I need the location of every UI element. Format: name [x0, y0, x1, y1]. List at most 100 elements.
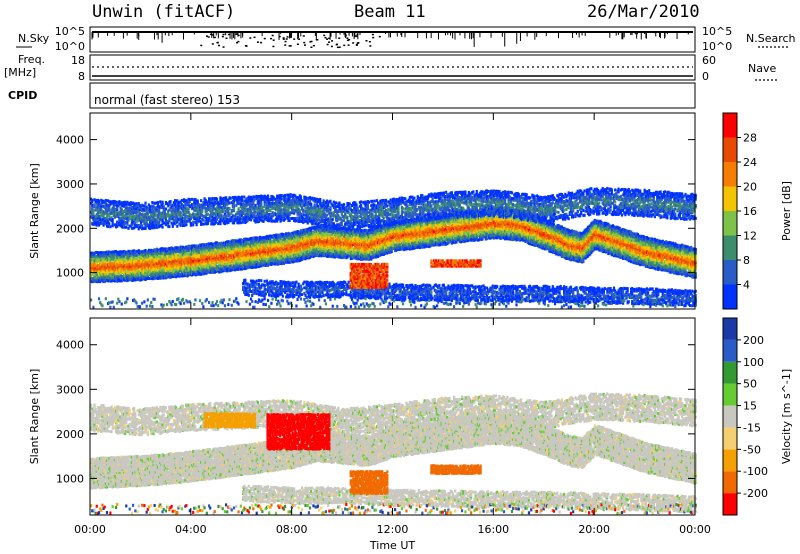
range-cell [205, 253, 208, 257]
near-cell [204, 299, 207, 303]
near-cell [281, 299, 284, 303]
range-cell [206, 252, 210, 256]
range-cell [179, 245, 182, 249]
range-cell [119, 267, 122, 271]
range-cell [146, 254, 149, 258]
range-cell [153, 252, 156, 256]
near-cell [100, 302, 103, 306]
range-cell [211, 208, 214, 212]
range-cell [197, 265, 200, 269]
range-cell [102, 267, 105, 271]
range-cell [206, 259, 210, 263]
range-cell [133, 269, 136, 273]
range-cell [118, 220, 121, 224]
range-cell [135, 266, 138, 270]
range-cell [204, 198, 207, 202]
range-cell [202, 249, 205, 253]
range-cell [200, 243, 203, 247]
range-cell [125, 263, 128, 267]
range-cell [214, 263, 217, 267]
range-cell [100, 253, 103, 257]
near-cell [126, 297, 129, 301]
range-cell [146, 213, 149, 217]
range-cell [135, 271, 138, 275]
range-cell [160, 203, 163, 207]
range-cell [169, 272, 172, 276]
range-cell [113, 279, 117, 283]
range-cell [180, 217, 183, 221]
range-cell [297, 282, 300, 286]
range-cell [305, 295, 308, 299]
range-cell [135, 275, 138, 279]
range-cell [201, 263, 204, 267]
range-cell [178, 251, 181, 255]
range-cell [126, 270, 129, 274]
range-cell [185, 268, 188, 272]
range-cell [204, 202, 207, 206]
range-cell [127, 257, 130, 261]
range-cell [202, 247, 205, 251]
range-cell [195, 244, 198, 248]
range-cell [161, 200, 164, 204]
range-cell [125, 209, 128, 213]
range-cell [193, 200, 196, 204]
range-cell [201, 249, 204, 253]
range-cell [168, 264, 171, 268]
range-cell [101, 211, 104, 215]
range-cell [130, 253, 134, 257]
range-cell [167, 268, 170, 272]
near-cell [287, 302, 290, 306]
range-cell [195, 214, 198, 218]
range-cell [104, 272, 107, 276]
range-cell [173, 210, 177, 214]
range-cell [113, 215, 117, 219]
range-cell [181, 262, 185, 266]
range-cell [99, 258, 102, 262]
range-cell [131, 249, 135, 253]
range-cell [257, 282, 261, 286]
range-cell [176, 264, 179, 268]
range-cell [91, 280, 94, 284]
range-cell [159, 274, 162, 278]
range-cell [96, 278, 100, 282]
range-cell [119, 209, 122, 213]
range-cell [92, 257, 95, 261]
range-cell [175, 199, 178, 203]
range-cell [185, 210, 188, 214]
range-cell [101, 218, 104, 222]
range-cell [134, 262, 137, 266]
range-cell [193, 202, 196, 206]
range-cell [128, 201, 131, 205]
range-cell [206, 221, 210, 225]
range-cell [211, 262, 214, 266]
range-cell [139, 217, 143, 221]
range-cell [129, 262, 132, 266]
range-cell [206, 264, 210, 268]
range-cell [127, 260, 130, 264]
range-cell [105, 207, 109, 211]
range-cell [172, 271, 176, 275]
range-cell [107, 212, 110, 216]
range-cell [120, 220, 123, 224]
range-cell [213, 270, 216, 274]
range-cell [171, 272, 174, 276]
near-cell [278, 301, 281, 305]
near-cell [171, 299, 174, 303]
range-cell [118, 223, 121, 227]
range-cell [137, 260, 140, 264]
range-cell [110, 255, 113, 259]
range-cell [302, 208, 305, 212]
range-cell [187, 263, 190, 267]
range-cell [175, 205, 178, 209]
range-cell [107, 270, 110, 274]
range-cell [215, 206, 219, 210]
range-cell [122, 273, 126, 277]
range-cell [112, 209, 115, 213]
range-cell [205, 251, 208, 255]
range-cell [141, 218, 144, 222]
range-cell [94, 264, 97, 268]
range-cell [205, 264, 208, 268]
range-cell [114, 259, 118, 263]
range-cell [178, 274, 181, 278]
range-cell [183, 207, 186, 211]
